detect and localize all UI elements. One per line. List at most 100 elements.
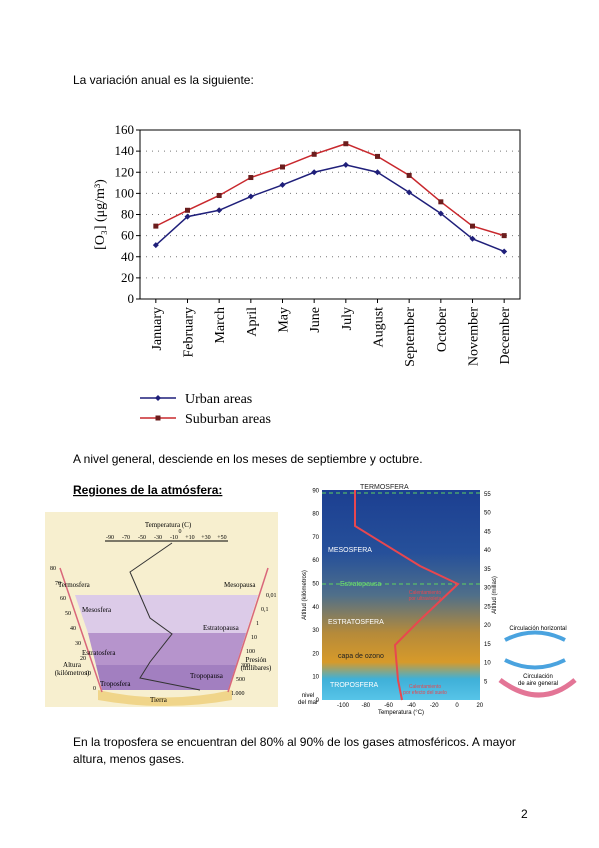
legend-marker [155, 395, 161, 401]
paragraph: La variación anual es la siguiente: [73, 73, 254, 87]
label: de aire general [518, 681, 558, 687]
tick-label: 1.000 [231, 691, 245, 697]
marker [406, 189, 413, 196]
tick-label: 30 [484, 586, 491, 592]
layer-label: capa de ozono [338, 653, 384, 660]
tick-label: 30 [75, 641, 81, 647]
tick-label: 1 [256, 621, 259, 627]
tick-label: 30 [312, 628, 319, 634]
marker [437, 210, 444, 217]
tick-label: 10 [484, 661, 491, 667]
marker [153, 223, 159, 229]
layer-label: ESTRATOSFERA [328, 619, 384, 626]
marker [438, 199, 444, 205]
label: (milibares) [241, 664, 272, 672]
tick-label: 50 [312, 582, 319, 588]
marker [501, 248, 508, 255]
tick-label: 70 [55, 581, 61, 587]
x-tick-label: March [213, 307, 228, 344]
tick-label: 80 [312, 512, 319, 518]
tick-label: 300 [241, 663, 250, 669]
label: Altura [63, 661, 82, 669]
marker [216, 207, 223, 214]
series-line [155, 164, 505, 253]
tick-label: +10 [185, 535, 194, 541]
tick-label: -10 [170, 535, 178, 541]
legend-label: Urban areas [185, 392, 252, 407]
y-tick-label: 20 [121, 270, 134, 285]
marker [311, 169, 318, 176]
arrow [504, 630, 566, 642]
marker [469, 235, 476, 242]
tick-label: 40 [70, 626, 76, 632]
layer-label: MESOSFERA [328, 547, 372, 554]
label: 0 [179, 529, 182, 535]
marker [406, 172, 412, 178]
label: Calentamiento [409, 590, 441, 596]
boundary-label: Mesopausa [224, 581, 256, 589]
label: Circulación horizontal [509, 626, 566, 632]
tick-label: -100 [337, 703, 350, 709]
paragraph: En la troposfera se encuentran del 80% a… [73, 735, 516, 749]
marker [342, 161, 349, 168]
x-tick-label: January [150, 307, 165, 351]
tick-label: +50 [217, 535, 226, 541]
tick-label: 0 [316, 698, 320, 704]
troposphere-band [96, 665, 236, 690]
tick-label: 60 [312, 558, 319, 564]
legend-label: Suburban areas [185, 412, 271, 427]
page-number: 2 [521, 807, 528, 821]
tick-label: 35 [484, 567, 491, 573]
marker [185, 207, 190, 213]
y-tick-label: 60 [121, 228, 134, 243]
y-tick-label: 120 [115, 164, 135, 179]
tick-label: 40 [484, 548, 491, 554]
marker [343, 141, 349, 147]
tick-label: 50 [484, 511, 491, 517]
plot-frame [139, 129, 521, 300]
layer-label: Estratosfera [82, 649, 116, 657]
tick-label: 15 [484, 642, 491, 648]
x-tick-label: July [340, 307, 355, 330]
heading: Regiones de la atmósfera: [73, 483, 222, 497]
label: del mar [298, 700, 318, 706]
tick-label: 50 [65, 611, 71, 617]
tick-label: 20 [476, 703, 483, 709]
marker [311, 151, 317, 157]
label: por efecto del suelo [403, 690, 447, 696]
tick-label: 60 [60, 596, 66, 602]
y-axis-label: [O₃] (μg/m³) [93, 179, 108, 250]
layer-label: Termosfera [58, 581, 91, 589]
tick-label: 10 [251, 635, 257, 641]
tick-label: -70 [122, 535, 130, 541]
layer-label: TROPOSFERA [330, 682, 379, 689]
tick-label: 0,1 [261, 607, 269, 613]
x-tick-label: December [498, 307, 513, 365]
tick-label: 10 [312, 675, 319, 681]
marker [216, 192, 222, 198]
label: Calentamiento [409, 684, 441, 690]
label: nivel [302, 693, 314, 699]
layer-label: Troposfera [100, 680, 131, 688]
x-tick-label: September [403, 307, 418, 367]
tick-label: 45 [484, 529, 491, 535]
label: Presión [246, 656, 268, 664]
tick-label: 100 [246, 649, 255, 655]
layer-label: Tierra [150, 696, 168, 704]
arrow [504, 658, 566, 670]
tick-label: 20 [484, 623, 491, 629]
paragraph: altura, menos gases. [73, 752, 184, 766]
tick-label: 25 [484, 604, 491, 610]
tick-label: 0,01 [266, 593, 277, 599]
y-tick-label: 40 [121, 249, 134, 264]
tick-label: -40 [407, 703, 416, 709]
tick-label: 0 [455, 703, 459, 709]
label: por ultravioleta [409, 596, 442, 602]
boundary-label: Estratopausa [203, 624, 240, 632]
stratosphere-band [88, 633, 246, 665]
tick-label: -90 [106, 535, 114, 541]
series-line [155, 142, 505, 237]
y-tick-label: 140 [115, 143, 135, 158]
tick-label: 500 [236, 677, 245, 683]
